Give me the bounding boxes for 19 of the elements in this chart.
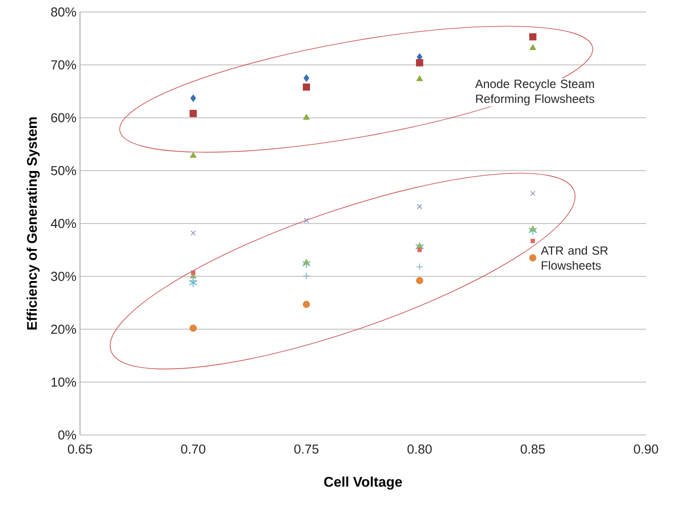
y-tick-label: 10% [52, 378, 76, 387]
y-tick-label: 80% [51, 7, 76, 17]
x-tick-label: 0.70 [181, 444, 206, 454]
y-tick-label: 60% [51, 113, 76, 122]
x-tick-label: 0.85 [520, 444, 545, 454]
y-axis-title: Efficiency of Generating System [26, 117, 40, 330]
y-tick-label: 70% [51, 60, 76, 70]
x-tick-label: 0.90 [634, 444, 658, 454]
y-tick-label: 20% [51, 324, 76, 334]
y-tick-label: 30% [51, 272, 76, 281]
x-axis-title: Cell Voltage [324, 476, 402, 490]
y-tick-label: 50% [51, 166, 76, 176]
x-tick-label: 0.80 [408, 444, 432, 454]
x-tick-label: 0.65 [68, 444, 92, 454]
y-tick-label: 0% [58, 430, 76, 440]
annotation: ATR and SR Flowsheets [540, 246, 608, 270]
x-tick-label: 0.75 [294, 444, 318, 454]
annotation: Anode Recycle Steam Reforming Flowsheets [475, 79, 594, 106]
y-tick-label: 40% [50, 218, 76, 228]
